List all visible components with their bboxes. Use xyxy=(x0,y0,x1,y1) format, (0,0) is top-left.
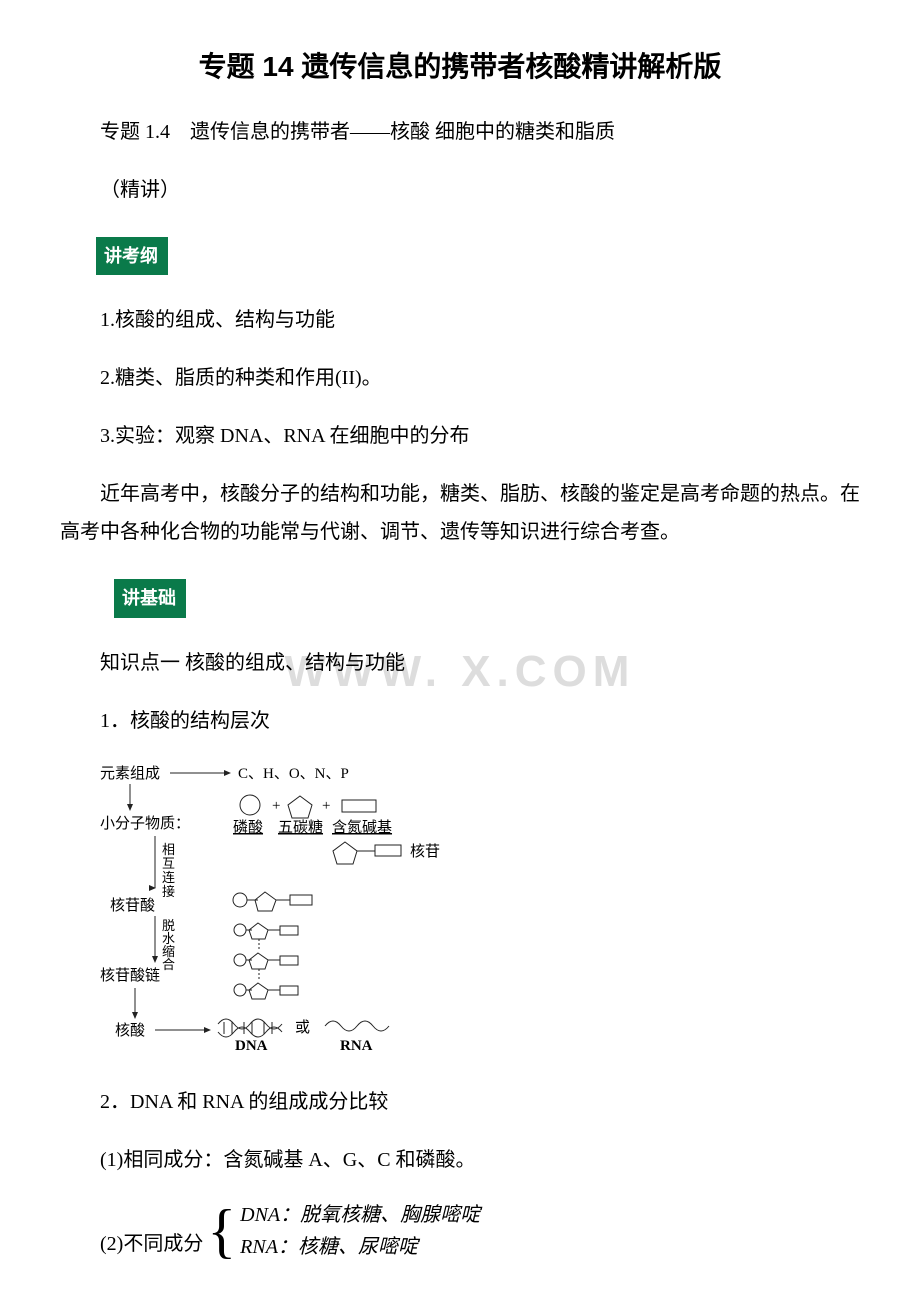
left-brace-icon: { xyxy=(207,1201,236,1261)
dg-nucleotide: 核苷酸 xyxy=(110,897,155,914)
dg-small-label: 小分子物质： xyxy=(100,815,190,832)
section-2a: (1)相同成分：含氮碱基 A、G、C 和磷酸。 xyxy=(60,1141,860,1179)
dg-phosphate: 磷酸 xyxy=(233,819,263,836)
svg-text:+: + xyxy=(272,798,280,814)
dg-or: 或 xyxy=(295,1019,310,1036)
tag-kaogang: 讲考纲 xyxy=(96,237,168,275)
section-1: 1．核酸的结构层次 xyxy=(60,702,860,740)
structure-diagram: 元素组成 C、H、O、N、P 小分子物质： + + 磷酸 五碳糖 含氮碱基 xyxy=(100,760,860,1063)
outline-2: 2.糖类、脂质的种类和作用(II)。 xyxy=(60,359,860,397)
dg-chain: 核苷酸链 xyxy=(100,967,160,984)
dg-pentose: 五碳糖 xyxy=(278,819,323,836)
outline-1: 1.核酸的组成、结构与功能 xyxy=(60,301,860,339)
jinjiang: （精讲） xyxy=(60,171,860,209)
svg-text:+: + xyxy=(322,798,330,814)
subtitle-line: 专题 1.4 遗传信息的携带者——核酸 细胞中的糖类和脂质 xyxy=(60,113,860,151)
dg-base: 含氮碱基 xyxy=(332,819,392,836)
knowledge-point-1: 知识点一 核酸的组成、结构与功能 xyxy=(60,644,860,682)
dg-rna: RNA xyxy=(340,1038,373,1050)
dg-nucleoside: 核苷 xyxy=(410,843,440,860)
main-title: 专题 14 遗传信息的携带者核酸精讲解析版 xyxy=(60,40,860,93)
outline-3: 3.实验：观察 DNA、RNA 在细胞中的分布 xyxy=(60,417,860,455)
dg-connect1: 相 xyxy=(162,842,175,857)
svg-text:连: 连 xyxy=(162,870,175,885)
diagram-svg: 元素组成 C、H、O、N、P 小分子物质： + + 磷酸 五碳糖 含氮碱基 xyxy=(100,760,530,1050)
brace-group: { DNA：脱氧核糖、胸腺嘧啶 RNA：核糖、尿嘧啶 xyxy=(207,1199,480,1263)
svg-text:互: 互 xyxy=(162,856,175,871)
intro-para: 近年高考中，核酸分子的结构和功能，糖类、脂肪、核酸的鉴定是高考命题的热点。在高考… xyxy=(60,475,860,551)
brace-line-rna: RNA：核糖、尿嘧啶 xyxy=(240,1231,480,1263)
dg-elements-label: 元素组成 xyxy=(100,765,160,782)
svg-text:合: 合 xyxy=(162,957,175,972)
dg-dna: DNA xyxy=(235,1038,268,1050)
dg-elements: C、H、O、N、P xyxy=(238,766,349,782)
section-2b-label: (2)不同成分 xyxy=(100,1225,203,1263)
svg-text:接: 接 xyxy=(162,884,175,899)
section-2: 2．DNA 和 RNA 的组成成分比较 xyxy=(60,1083,860,1121)
dg-nucleic-acid: 核酸 xyxy=(115,1022,145,1039)
page-content: 专题 14 遗传信息的携带者核酸精讲解析版 专题 1.4 遗传信息的携带者——核… xyxy=(60,40,860,1263)
brace-line-dna: DNA：脱氧核糖、胸腺嘧啶 xyxy=(240,1199,480,1231)
tag-jichu: 讲基础 xyxy=(114,579,186,617)
